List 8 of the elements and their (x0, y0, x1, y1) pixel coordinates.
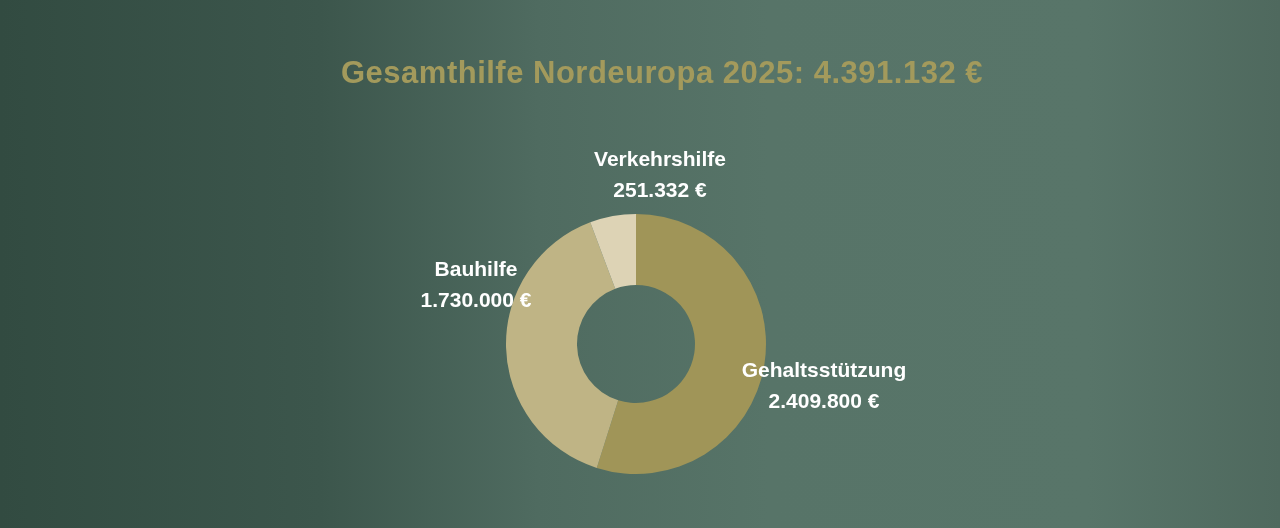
slice-label: Bauhilfe (434, 256, 518, 280)
slice-label: Gehaltsstützung (741, 357, 907, 381)
data-label: 251.332 € (613, 177, 708, 201)
chart-title: Gesamthilfe Nordeuropa 2025: 4.391.132 € (340, 55, 984, 90)
data-label: 1.730.000 € (420, 287, 532, 311)
data-label: 2.409.800 € (768, 388, 880, 412)
slice-label: Verkehrshilfe (594, 146, 726, 170)
donut-slice (590, 214, 636, 289)
